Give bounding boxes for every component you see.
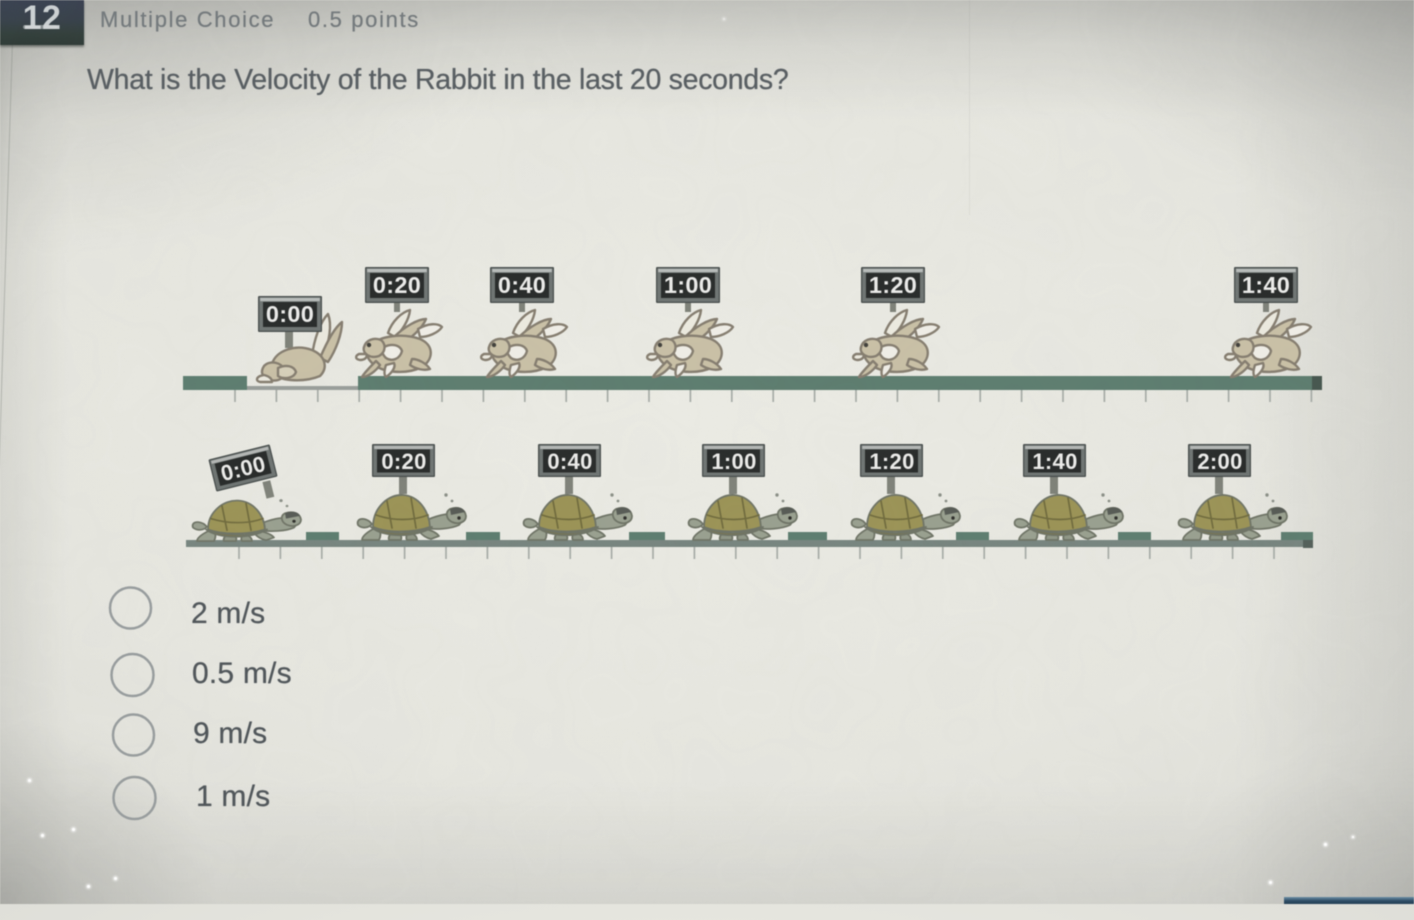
svg-text:2:00: 2:00 xyxy=(1197,449,1242,474)
svg-text:0:40: 0:40 xyxy=(498,272,546,298)
svg-text:1:20: 1:20 xyxy=(869,449,914,474)
svg-text:0:20: 0:20 xyxy=(373,272,421,298)
svg-text:0:00: 0:00 xyxy=(266,301,314,327)
svg-text:0:40: 0:40 xyxy=(547,449,592,474)
svg-text:1:20: 1:20 xyxy=(869,272,917,298)
svg-text:1:00: 1:00 xyxy=(711,449,756,474)
svg-text:1:00: 1:00 xyxy=(664,272,712,298)
svg-text:0:20: 0:20 xyxy=(381,449,426,474)
svg-text:1:40: 1:40 xyxy=(1242,272,1290,298)
svg-text:1:40: 1:40 xyxy=(1032,449,1077,474)
